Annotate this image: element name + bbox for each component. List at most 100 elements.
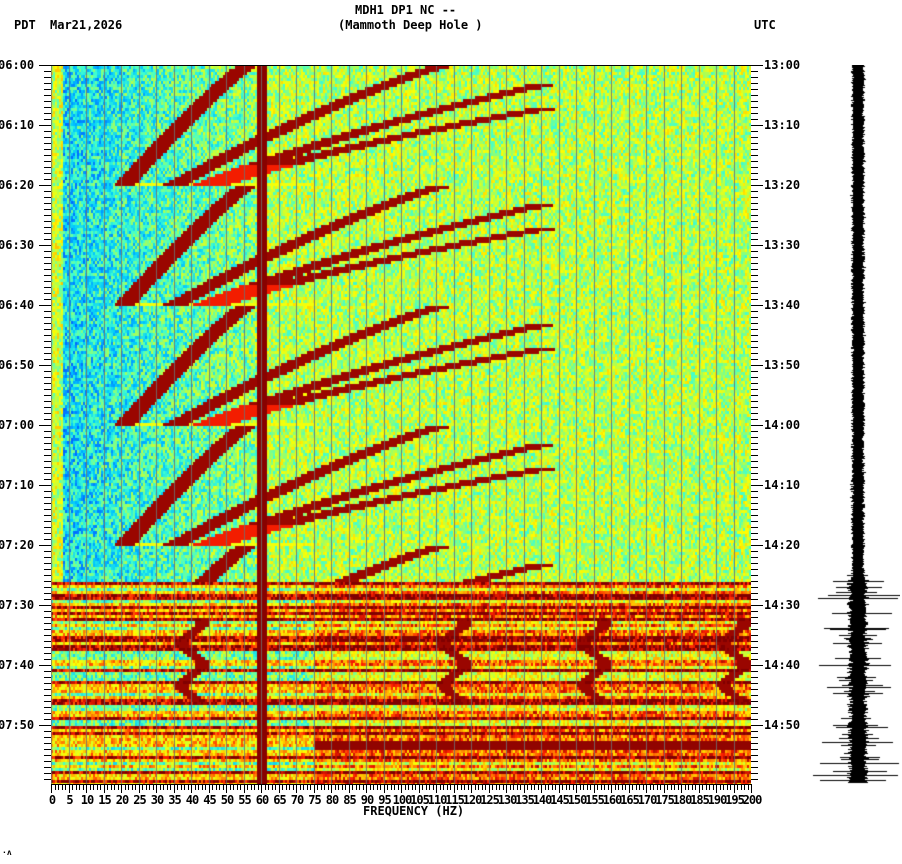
y-tick [751, 197, 758, 198]
x-tick [622, 784, 623, 790]
y-tick [44, 653, 51, 654]
y-tick [44, 113, 51, 114]
y-tick [39, 245, 51, 246]
y-tick [751, 491, 758, 492]
x-tick [170, 784, 171, 790]
y-tick [751, 527, 758, 528]
y-tick [44, 281, 51, 282]
y-tick [44, 713, 51, 714]
y-tick [44, 413, 51, 414]
y-tick [751, 209, 758, 210]
y-tick [751, 215, 758, 216]
x-tick [230, 784, 231, 790]
y-tick [44, 101, 51, 102]
y-tick [44, 209, 51, 210]
x-tick [268, 784, 269, 790]
y-tick [751, 383, 758, 384]
x-tick [195, 784, 196, 790]
y-tick [44, 575, 51, 576]
y-tick [44, 179, 51, 180]
y-tick [751, 665, 763, 666]
x-tick [692, 784, 693, 790]
x-tick [167, 784, 168, 790]
x-tick-label: 170 [637, 793, 658, 807]
y-tick [751, 311, 758, 312]
y-tick-label-right: 14:10 [764, 478, 801, 492]
y-tick [44, 431, 51, 432]
y-tick [44, 359, 51, 360]
y-tick [751, 629, 758, 630]
x-tick [625, 784, 626, 790]
x-tick [237, 784, 238, 790]
y-tick [44, 461, 51, 462]
y-tick-label-left: 07:40 [0, 658, 35, 672]
date-label: Mar21,2026 [50, 18, 123, 32]
y-tick [751, 569, 758, 570]
y-tick [44, 641, 51, 642]
x-tick-label: 140 [532, 793, 553, 807]
y-tick [751, 65, 763, 66]
x-tick [401, 784, 402, 793]
x-tick [629, 784, 630, 793]
x-tick-label: 125 [480, 793, 500, 807]
y-tick [751, 683, 758, 684]
y-tick [751, 275, 758, 276]
y-tick [751, 101, 758, 102]
x-tick [639, 784, 640, 790]
y-tick [44, 701, 51, 702]
y-tick [39, 305, 51, 306]
x-tick [184, 784, 185, 790]
y-tick [751, 743, 758, 744]
x-tick [594, 784, 595, 793]
y-tick-label-right: 13:00 [764, 58, 801, 72]
x-tick [135, 784, 136, 790]
x-tick [597, 784, 598, 790]
x-tick [163, 784, 164, 790]
x-tick-label: 190 [707, 793, 728, 807]
y-tick [751, 659, 758, 660]
x-tick [405, 784, 406, 790]
x-tick [499, 784, 500, 790]
x-tick [671, 784, 672, 790]
y-tick [751, 515, 758, 516]
x-tick [394, 784, 395, 790]
y-tick [44, 335, 51, 336]
x-tick [520, 784, 521, 790]
y-tick [751, 425, 763, 426]
y-tick [44, 287, 51, 288]
y-tick [751, 443, 758, 444]
x-tick [114, 784, 115, 790]
y-tick [751, 647, 758, 648]
x-tick [153, 784, 154, 790]
x-tick [366, 784, 367, 793]
x-tick-label: 20 [115, 793, 129, 807]
x-tick [118, 784, 119, 790]
x-tick [447, 784, 448, 790]
y-tick [751, 449, 758, 450]
y-tick [751, 605, 763, 606]
x-tick [611, 784, 612, 793]
x-tick [440, 784, 441, 790]
y-tick [44, 215, 51, 216]
y-tick-label-left: 06:10 [0, 118, 35, 132]
x-tick [198, 784, 199, 790]
y-tick [751, 257, 758, 258]
y-tick [751, 119, 758, 120]
y-tick [39, 65, 51, 66]
y-tick [44, 515, 51, 516]
x-tick [377, 784, 378, 790]
spectrogram-plot [51, 65, 751, 784]
x-tick [160, 784, 161, 790]
x-tick [667, 784, 668, 790]
x-tick [181, 784, 182, 790]
y-tick [751, 599, 758, 600]
y-tick [751, 557, 758, 558]
x-tick [457, 784, 458, 790]
x-tick-label: 65 [273, 793, 286, 807]
x-tick [244, 784, 245, 793]
y-tick [44, 683, 51, 684]
x-tick [223, 784, 224, 790]
x-tick [436, 784, 437, 793]
x-tick [121, 784, 122, 793]
x-tick [188, 784, 189, 790]
